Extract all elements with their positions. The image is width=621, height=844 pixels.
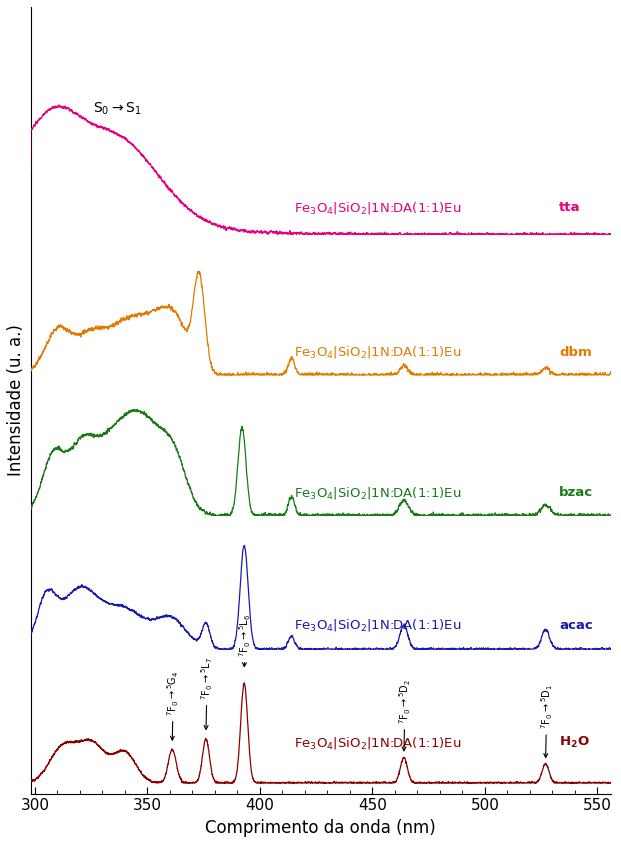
Text: $\bf{H_2O}$: $\bf{H_2O}$: [559, 735, 590, 750]
Text: tta: tta: [559, 201, 581, 214]
Text: acac: acac: [559, 619, 593, 631]
Text: Fe$_3$O$_4$|SiO$_2$|1N:DA(1:1)Eu: Fe$_3$O$_4$|SiO$_2$|1N:DA(1:1)Eu: [294, 344, 461, 360]
Text: Fe$_3$O$_4$|SiO$_2$|1N:DA(1:1)Eu: Fe$_3$O$_4$|SiO$_2$|1N:DA(1:1)Eu: [294, 735, 461, 751]
Text: Fe$_3$O$_4$|SiO$_2$|1N:DA(1:1)Eu: Fe$_3$O$_4$|SiO$_2$|1N:DA(1:1)Eu: [294, 200, 461, 215]
Text: $^7$F$_0$$\rightarrow$$^5$D$_2$: $^7$F$_0$$\rightarrow$$^5$D$_2$: [397, 679, 413, 751]
Text: Fe$_3$O$_4$|SiO$_2$|1N:DA(1:1)Eu: Fe$_3$O$_4$|SiO$_2$|1N:DA(1:1)Eu: [294, 484, 461, 500]
Text: S$_0$$\rightarrow$S$_1$: S$_0$$\rightarrow$S$_1$: [94, 100, 142, 116]
Text: $^7$F$_0$$\rightarrow$$^5$G$_4$: $^7$F$_0$$\rightarrow$$^5$G$_4$: [166, 671, 181, 740]
Text: Fe$_3$O$_4$|SiO$_2$|1N:DA(1:1)Eu: Fe$_3$O$_4$|SiO$_2$|1N:DA(1:1)Eu: [294, 617, 461, 633]
Text: $^7$F$_0$$\rightarrow$$^5$L$_6$: $^7$F$_0$$\rightarrow$$^5$L$_6$: [237, 614, 253, 667]
X-axis label: Comprimento da onda (nm): Comprimento da onda (nm): [206, 819, 436, 837]
Text: $^7$F$_0$$\rightarrow$$^5$D$_1$: $^7$F$_0$$\rightarrow$$^5$D$_1$: [539, 684, 555, 758]
Text: $^7$F$_0$$\rightarrow$$^5$L$_7$: $^7$F$_0$$\rightarrow$$^5$L$_7$: [199, 657, 215, 729]
Text: dbm: dbm: [559, 346, 592, 359]
Text: bzac: bzac: [559, 486, 593, 499]
Y-axis label: Intensidade (u. a.): Intensidade (u. a.): [7, 324, 25, 476]
